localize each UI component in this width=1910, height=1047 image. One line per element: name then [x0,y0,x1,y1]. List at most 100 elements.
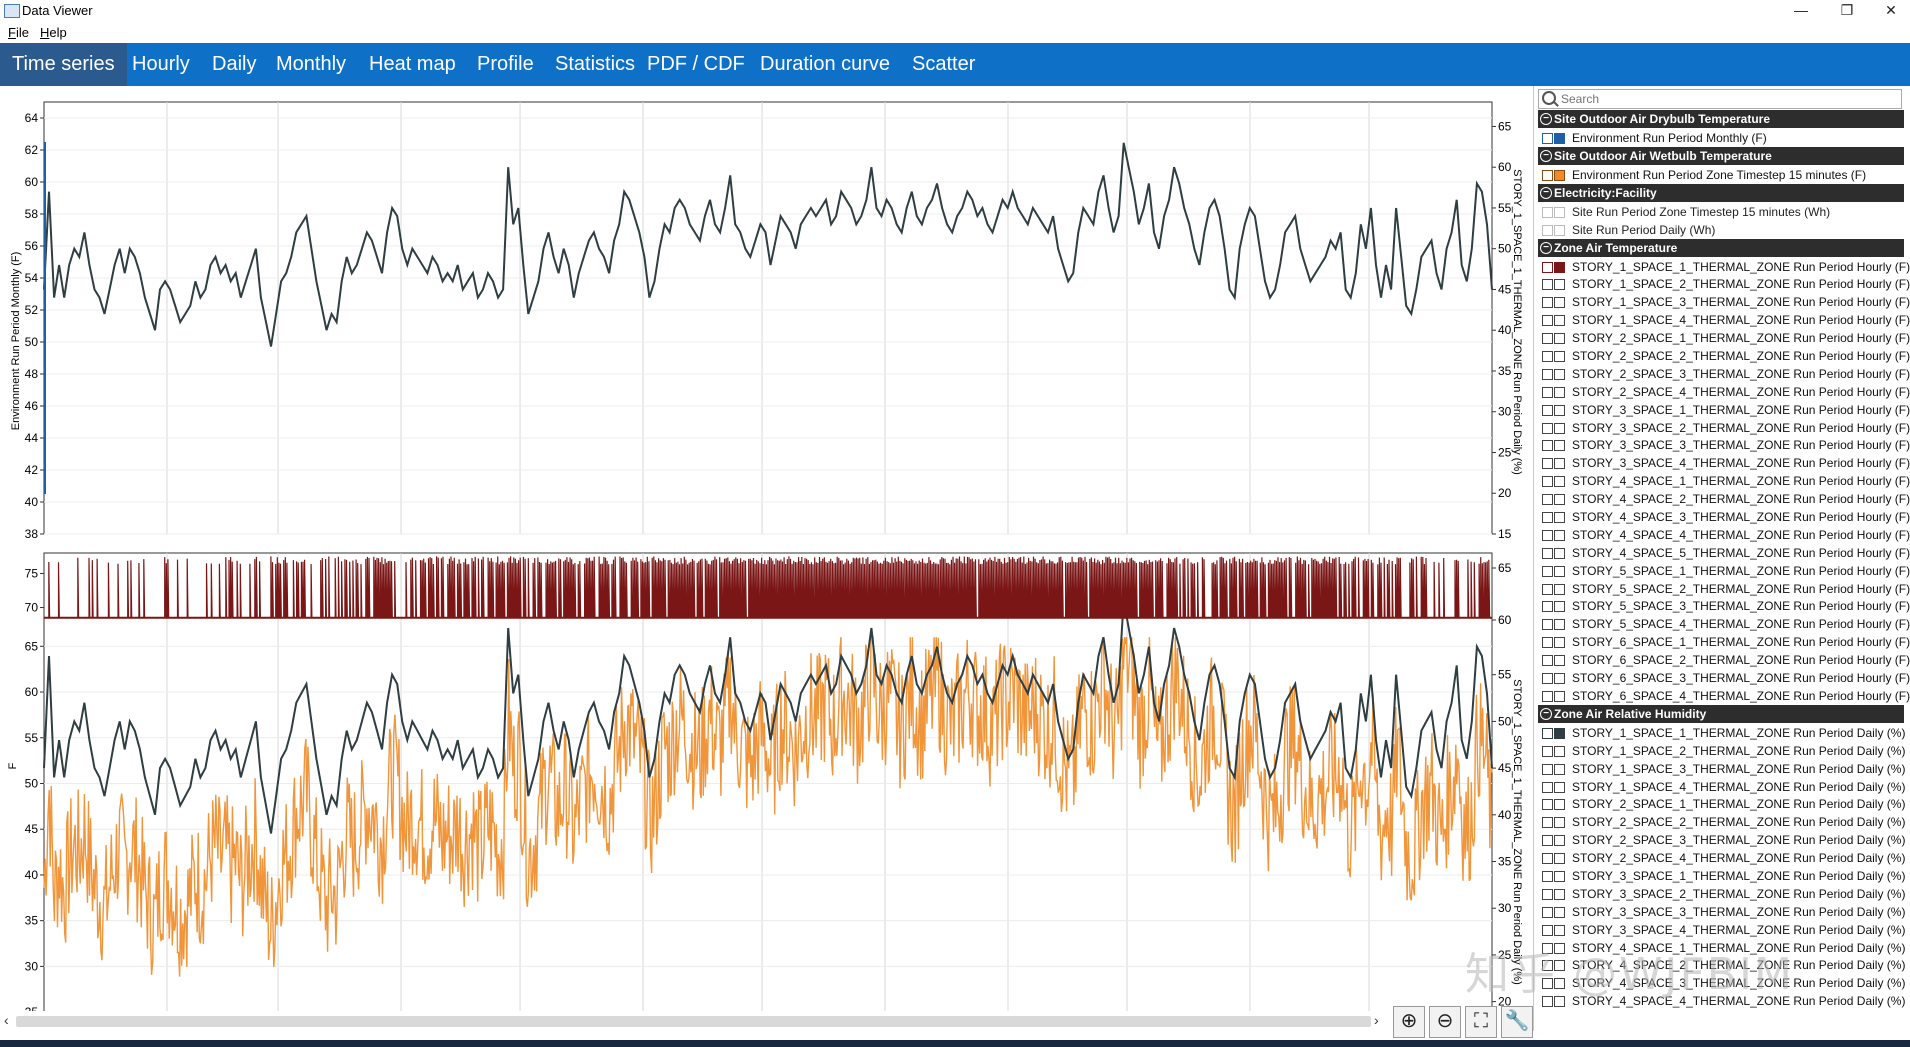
plot-bottom-checkbox[interactable] [1554,727,1565,739]
variable-item[interactable]: STORY_5_SPACE_2_THERMAL_ZONE Run Period … [1538,580,1910,598]
plot-bottom-checkbox[interactable] [1554,386,1565,398]
plot-bottom-checkbox[interactable] [1554,133,1565,144]
horizontal-scrollbar[interactable]: ‹ › [0,1010,1390,1032]
tab-time-series[interactable]: Time series [0,43,127,86]
plot-top-checkbox[interactable] [1542,996,1553,1008]
plot-bottom-checkbox[interactable] [1554,942,1565,954]
plot-bottom-checkbox[interactable] [1554,655,1565,667]
variable-item[interactable]: Environment Run Period Monthly (F) [1538,129,1904,147]
plot-top-checkbox[interactable] [1542,870,1553,882]
variable-item[interactable]: STORY_5_SPACE_3_THERMAL_ZONE Run Period … [1538,597,1910,615]
variable-item[interactable]: STORY_1_SPACE_1_THERMAL_ZONE Run Period … [1538,258,1910,276]
plot-bottom-checkbox[interactable] [1554,476,1565,488]
plot-bottom-checkbox[interactable] [1554,924,1565,936]
tab-profile[interactable]: Profile [477,53,534,75]
variable-item[interactable]: STORY_6_SPACE_1_THERMAL_ZONE Run Period … [1538,633,1910,651]
variable-item[interactable]: STORY_2_SPACE_4_THERMAL_ZONE Run Period … [1538,849,1905,867]
plot-bottom-checkbox[interactable] [1554,745,1565,757]
plot-bottom-checkbox[interactable] [1554,224,1565,236]
chart-area[interactable]: JanFebMarAprMayJunJulAugSepOctNovDec3840… [0,86,1530,1016]
tab-hourly[interactable]: Hourly [132,53,190,75]
plot-top-checkbox[interactable] [1542,745,1553,757]
plot-bottom-checkbox[interactable] [1554,422,1565,434]
variable-item[interactable]: STORY_4_SPACE_4_THERMAL_ZONE Run Period … [1538,992,1905,1010]
variable-item[interactable]: STORY_3_SPACE_4_THERMAL_ZONE Run Period … [1538,921,1905,939]
plot-bottom-checkbox[interactable] [1554,351,1565,363]
plot-bottom-checkbox[interactable] [1554,960,1565,972]
variable-item[interactable]: STORY_2_SPACE_2_THERMAL_ZONE Run Period … [1538,347,1910,365]
time-series-chart[interactable]: JanFebMarAprMayJunJulAugSepOctNovDec3840… [0,86,1530,1011]
variable-item[interactable]: STORY_1_SPACE_1_THERMAL_ZONE Run Period … [1538,724,1905,742]
collapse-icon[interactable]: − [1540,707,1552,720]
variable-group-header[interactable]: − Site Outdoor Air Drybulb Temperature [1538,110,1904,128]
variable-item[interactable]: STORY_1_SPACE_4_THERMAL_ZONE Run Period … [1538,311,1910,329]
tab-scatter[interactable]: Scatter [912,53,976,75]
variable-item[interactable]: STORY_3_SPACE_1_THERMAL_ZONE Run Period … [1538,401,1910,419]
variable-item[interactable]: STORY_4_SPACE_1_THERMAL_ZONE Run Period … [1538,472,1910,490]
plot-bottom-checkbox[interactable] [1554,906,1565,918]
plot-top-checkbox[interactable] [1542,133,1553,144]
variable-item[interactable]: STORY_4_SPACE_2_THERMAL_ZONE Run Period … [1538,490,1910,508]
variable-item[interactable]: STORY_3_SPACE_3_THERMAL_ZONE Run Period … [1538,436,1910,454]
variable-item[interactable]: STORY_4_SPACE_5_THERMAL_ZONE Run Period … [1538,544,1910,562]
variable-item[interactable]: STORY_1_SPACE_2_THERMAL_ZONE Run Period … [1538,742,1905,760]
plot-top-checkbox[interactable] [1542,888,1553,900]
plot-top-checkbox[interactable] [1542,206,1553,218]
menu-help[interactable]: Help [40,25,67,40]
plot-bottom-checkbox[interactable] [1554,763,1565,775]
plot-top-checkbox[interactable] [1542,224,1553,236]
plot-bottom-checkbox[interactable] [1554,853,1565,865]
zoom-in-icon[interactable]: ⊕ [1393,1006,1425,1038]
plot-top-checkbox[interactable] [1542,458,1553,470]
plot-top-checkbox[interactable] [1542,960,1553,972]
variable-group-header[interactable]: − Zone Air Temperature [1538,238,1904,257]
plot-top-checkbox[interactable] [1542,924,1553,936]
search-input[interactable] [1561,91,1891,106]
variable-group-header[interactable]: − Electricity:Facility [1538,183,1904,202]
collapse-icon[interactable]: − [1540,149,1552,162]
scroll-right-icon[interactable]: › [1374,1012,1379,1028]
plot-top-checkbox[interactable] [1542,169,1553,181]
variable-item[interactable]: STORY_1_SPACE_3_THERMAL_ZONE Run Period … [1538,760,1905,778]
plot-top-checkbox[interactable] [1542,333,1553,345]
plot-bottom-checkbox[interactable] [1554,690,1565,702]
plot-bottom-checkbox[interactable] [1554,601,1565,613]
plot-bottom-checkbox[interactable] [1554,333,1565,345]
plot-top-checkbox[interactable] [1542,817,1553,829]
plot-top-checkbox[interactable] [1542,637,1553,649]
tab-monthly[interactable]: Monthly [276,53,347,75]
plot-top-checkbox[interactable] [1542,440,1553,452]
plot-top-checkbox[interactable] [1542,494,1553,506]
plot-top-checkbox[interactable] [1542,763,1553,775]
plot-bottom-checkbox[interactable] [1554,279,1565,291]
variable-item[interactable]: STORY_6_SPACE_3_THERMAL_ZONE Run Period … [1538,669,1910,687]
tab-statistics[interactable]: Statistics [555,53,636,75]
plot-top-checkbox[interactable] [1542,853,1553,865]
plot-bottom-checkbox[interactable] [1554,440,1565,452]
plot-bottom-checkbox[interactable] [1554,888,1565,900]
plot-bottom-checkbox[interactable] [1554,637,1565,649]
collapse-icon[interactable]: − [1540,186,1552,199]
plot-bottom-checkbox[interactable] [1554,368,1565,380]
plot-bottom-checkbox[interactable] [1554,206,1565,218]
search-box[interactable] [1538,89,1902,109]
plot-bottom-checkbox[interactable] [1554,565,1565,577]
plot-top-checkbox[interactable] [1542,781,1553,793]
variable-item[interactable]: STORY_4_SPACE_2_THERMAL_ZONE Run Period … [1538,956,1905,974]
plot-top-checkbox[interactable] [1542,978,1553,990]
menu-file[interactable]: File [8,25,29,40]
plot-bottom-checkbox[interactable] [1554,835,1565,847]
variable-item[interactable]: STORY_2_SPACE_2_THERMAL_ZONE Run Period … [1538,813,1905,831]
plot-bottom-checkbox[interactable] [1554,781,1565,793]
variable-item[interactable]: STORY_6_SPACE_2_THERMAL_ZONE Run Period … [1538,651,1910,669]
plot-bottom-checkbox[interactable] [1554,870,1565,882]
collapse-icon[interactable]: − [1540,113,1552,125]
plot-top-checkbox[interactable] [1542,422,1553,434]
plot-top-checkbox[interactable] [1542,351,1553,363]
variable-item[interactable]: STORY_2_SPACE_3_THERMAL_ZONE Run Period … [1538,831,1905,849]
variable-item[interactable]: STORY_4_SPACE_1_THERMAL_ZONE Run Period … [1538,939,1905,957]
plot-bottom-checkbox[interactable] [1554,261,1565,273]
plot-bottom-checkbox[interactable] [1554,547,1565,559]
close-button[interactable]: ✕ [1885,2,1897,18]
plot-bottom-checkbox[interactable] [1554,315,1565,327]
